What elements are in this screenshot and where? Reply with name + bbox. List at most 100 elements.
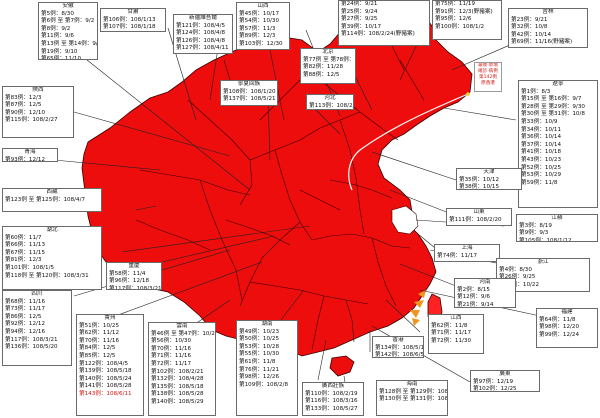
case-date: 11/3 — [262, 25, 276, 32]
region-name: 重慶 — [128, 263, 140, 269]
case-number: 第85例 — [79, 352, 98, 359]
case-row: 第50例：10/25 — [239, 336, 280, 343]
case-date: 11/16 — [174, 345, 192, 352]
case-row: 第24例：9/21 — [341, 1, 378, 7]
case-date: 10/23 — [544, 156, 562, 163]
case-date: 10/8 — [572, 111, 585, 118]
region-name: 江西 — [450, 315, 462, 321]
case-date: 10/14 — [544, 141, 562, 148]
region-name: 浙江 — [537, 259, 549, 265]
case-row: 第53例：10/29 — [521, 172, 562, 179]
case-row: 第11例：9/6 — [41, 33, 74, 40]
case-row: 第105例：108/1/12 — [519, 237, 572, 242]
case-row: 第84例：12/5 — [79, 345, 116, 352]
case-date: 11/4 — [132, 270, 146, 277]
case-date: 108/2/20 — [476, 216, 502, 223]
case-date: 108/4/7 — [63, 196, 86, 203]
case-row: 第102例：108/2/21 — [151, 368, 204, 375]
case-number: 第123例 至 第125例 — [5, 196, 58, 203]
case-number: 第130例 至 第131例 — [379, 396, 432, 403]
case-date: 10/8 — [534, 24, 548, 31]
case-row: 第97例：12/19 — [473, 378, 514, 385]
case-row: 第140例：108/5/24 — [79, 375, 132, 382]
case-number: 第140例 — [79, 375, 101, 382]
case-number: 第57例 — [239, 25, 258, 32]
region-box-hunan: 湖南 第49例：10/23 第50例：10/25 第53例：10/28 第55例：10/… — [236, 320, 298, 416]
case-date: 10/22 — [522, 281, 540, 288]
case-number: 第109例 — [239, 381, 261, 388]
case-date: 11/16(野豬案) — [534, 39, 573, 46]
case-date: 11/12 — [102, 330, 120, 337]
case-row: 第116例：108/3/16 — [305, 398, 358, 405]
case-date: 108/4/28 — [178, 376, 204, 383]
case-date: 12/5 — [102, 352, 116, 359]
case-row: 第126例：108/4/8 — [176, 37, 226, 44]
case-number: 第51例 — [79, 322, 98, 329]
case-date: 108/5/21 — [250, 96, 276, 103]
case-date: 108/5/28 — [178, 391, 204, 398]
case-row: 第58例：11/4 — [109, 270, 146, 277]
case-row: 第73例：11/17 — [5, 306, 46, 313]
region-box-shanxi: 山西 第45例：10/17 第54例：10/30 第57例：11/3 第89例：12/3… — [236, 2, 290, 50]
region-box-hubei: 湖北 第60例：11/7 第66例：11/13 第67例：11/15 第81例：12/3… — [2, 226, 102, 290]
region-name: 上海 — [461, 245, 473, 251]
case-row: 第21例：9/14 — [457, 301, 494, 308]
case-row: 第32例：10/8 — [511, 24, 548, 31]
case-date: 108/6/5 — [402, 352, 424, 358]
case-number: 第32例 — [511, 24, 530, 31]
case-number: 第68例 — [5, 298, 24, 305]
case-number: 第77例 至 第78例 — [303, 56, 349, 63]
case-date: 108/1/12 — [546, 237, 572, 242]
case-row: 第130例 至 第131例：108/4/22 — [379, 396, 447, 404]
case-row: 第98例：12/20 — [539, 324, 580, 331]
case-date: 11/7 — [28, 234, 42, 241]
region-name: 山東 — [473, 209, 485, 215]
case-row: 第45例：10/17 — [239, 10, 280, 17]
case-row: 第133例：108/5/27 — [305, 405, 358, 412]
case-number: 第69例 — [511, 39, 530, 46]
region-box-gansu: 甘肅 第106例：108/1/13 第107例：108/1/18 — [100, 8, 166, 32]
case-row: 第69例：11/16(野豬案) — [511, 39, 573, 46]
case-row: 第91例：12/3(野豬案) — [435, 8, 493, 15]
case-number: 第2例 — [457, 286, 472, 293]
case-date: 11/17 — [174, 360, 192, 367]
case-number: 第96例 — [109, 278, 128, 285]
case-date: 12/12 — [28, 156, 46, 162]
case-date: 108/4/5 — [106, 360, 129, 367]
case-date: 11/16 — [28, 298, 46, 305]
case-date: 10/30 — [262, 351, 280, 358]
case-number: 第70例 — [151, 345, 170, 352]
taiwan-orange-marker — [410, 290, 426, 326]
case-row: 第27例：9/25 — [341, 16, 378, 23]
case-date: 9/10 — [64, 48, 78, 55]
case-date: 108/4/19 — [437, 388, 448, 395]
case-number: 第75例 — [435, 1, 454, 7]
case-date: 12/3 — [262, 33, 276, 40]
region-box-tibet: 西藏 第123例 至 第125例：108/4/7 — [2, 188, 102, 212]
case-date: 11/17 — [28, 306, 46, 313]
case-row: 第132例：108/4/28 — [151, 376, 204, 383]
case-date: 12/5 — [28, 102, 42, 109]
route-end-marker — [466, 92, 470, 96]
case-number: 第117例 — [5, 336, 27, 343]
case-number: 第38例 — [459, 184, 478, 190]
case-number: 第71例 — [151, 353, 170, 360]
case-date: 11/19 — [458, 1, 476, 7]
case-date: 10/30 — [262, 18, 280, 25]
case-number: 第141例 — [79, 383, 101, 390]
case-number: 第35例 — [459, 176, 478, 183]
case-number: 第34例 — [521, 126, 540, 133]
region-name: 河南 — [479, 279, 491, 285]
case-date: 8/15 — [477, 286, 490, 293]
region-name: 福建 — [561, 309, 573, 315]
region-box-tianjin: 天津 第35例：10/12 第38例：10/15 — [456, 168, 522, 190]
case-date: 12/10 — [28, 109, 46, 116]
case-row: 第135例：108/5/18 — [151, 383, 204, 390]
case-date: 108/3/16 — [332, 398, 358, 405]
region-name: 陝西 — [32, 87, 44, 93]
region-box-liaoning_top: 第24例：9/21 第25例：9/24 第27例：9/25 第39例：10/17 第11… — [338, 0, 430, 46]
case-row: 第23例：9/21 — [511, 16, 548, 23]
case-date: 108/4/8 — [203, 30, 226, 37]
case-number: 第61例 — [239, 358, 258, 365]
